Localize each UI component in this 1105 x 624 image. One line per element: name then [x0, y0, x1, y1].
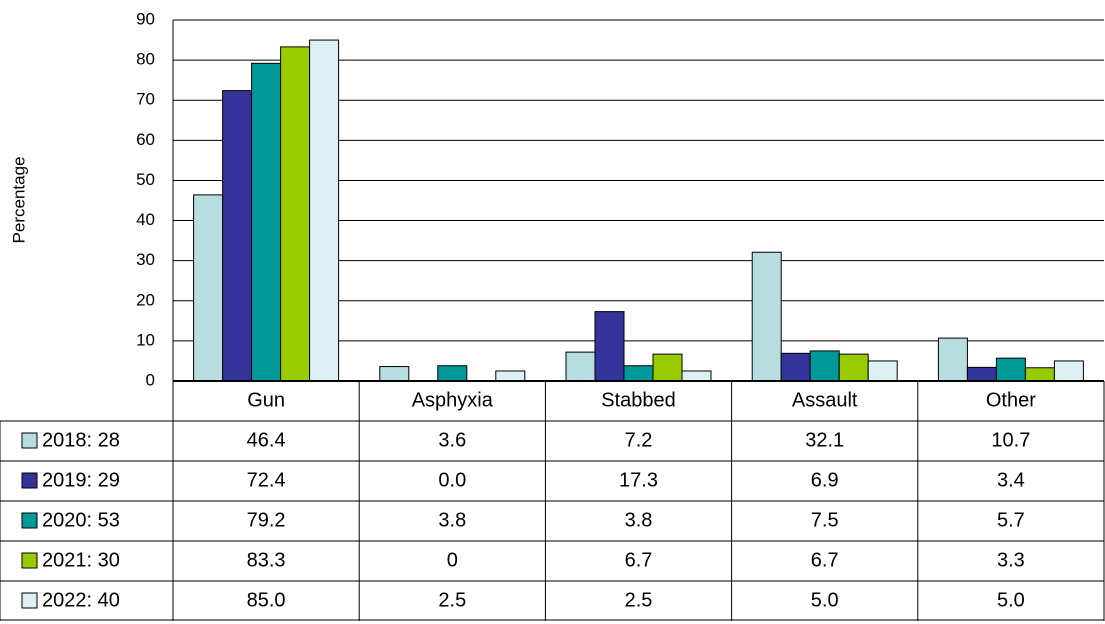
x-tick-label: Gun: [247, 389, 285, 411]
bar: [309, 39, 340, 382]
table-cell: 6.7: [811, 549, 839, 571]
table-cell: 5.0: [811, 589, 839, 611]
table-cell: 32.1: [805, 429, 844, 451]
legend-swatch: [21, 512, 38, 529]
bar: [966, 366, 997, 382]
bar: [1053, 360, 1084, 382]
y-tick-label: 50: [136, 170, 155, 189]
bar: [594, 311, 625, 382]
table-cell: 6.7: [625, 549, 653, 571]
y-tick-label: 20: [136, 290, 155, 309]
table-cell: 3.8: [438, 509, 466, 531]
table-cell: 5.7: [997, 509, 1025, 531]
bar: [565, 351, 596, 382]
y-tick-label: 30: [136, 250, 155, 269]
legend-swatch: [21, 472, 38, 489]
bar: [222, 90, 253, 382]
legend-label: 2021: 30: [42, 549, 120, 571]
table-cell: 0.0: [438, 469, 466, 491]
table-cell: 17.3: [619, 469, 658, 491]
x-tick-label: Assault: [792, 389, 858, 411]
x-tick-label: Stabbed: [601, 389, 676, 411]
table-cell: 5.0: [997, 589, 1025, 611]
table-cell: 2.5: [438, 589, 466, 611]
bar: [995, 357, 1026, 382]
y-tick-label: 40: [136, 210, 155, 229]
bar: [623, 365, 654, 382]
y-tick-label: 60: [136, 130, 155, 149]
legend-label: 2022: 40: [42, 589, 120, 611]
bar: [780, 352, 811, 382]
table-cell: 0: [447, 549, 458, 571]
y-tick-label: 80: [136, 50, 155, 69]
bar: [809, 350, 840, 382]
bar: [937, 337, 968, 382]
table-cell: 83.3: [247, 549, 286, 571]
bar: [867, 360, 898, 382]
table-cell: 85.0: [247, 589, 286, 611]
legend-swatch: [21, 552, 38, 569]
table-cell: 7.5: [811, 509, 839, 531]
table-cell: 7.2: [625, 429, 653, 451]
table-cell: 79.2: [247, 509, 286, 531]
legend-label: 2018: 28: [42, 429, 120, 451]
legend-swatch: [21, 432, 38, 449]
y-tick-label: 10: [136, 330, 155, 349]
table-cell: 3.6: [438, 429, 466, 451]
legend-label: 2020: 53: [42, 509, 120, 531]
bar: [379, 366, 410, 382]
bar: [437, 365, 468, 382]
table-cell: 10.7: [991, 429, 1030, 451]
bar: [751, 251, 782, 382]
bar: [251, 62, 282, 382]
y-axis-label: Percentage: [9, 157, 28, 244]
table-cell: 2.5: [625, 589, 653, 611]
bar: [495, 370, 526, 382]
table-cell: 3.4: [997, 469, 1025, 491]
bar: [1024, 367, 1055, 382]
table-cell: 3.3: [997, 549, 1025, 571]
table-cell: 46.4: [247, 429, 286, 451]
table-cell: 6.9: [811, 469, 839, 491]
bar: [280, 46, 311, 382]
x-tick-label: Asphyxia: [412, 389, 494, 411]
bar: [652, 353, 683, 382]
bar: [681, 370, 712, 382]
bar: [193, 194, 224, 382]
table-cell: 3.8: [625, 509, 653, 531]
table-cell: 72.4: [247, 469, 286, 491]
y-tick-label: 90: [136, 9, 155, 28]
y-tick-label: 70: [136, 90, 155, 109]
y-tick-label: 0: [146, 370, 155, 389]
legend-swatch: [21, 592, 38, 609]
bar: [838, 353, 869, 382]
legend-label: 2019: 29: [42, 469, 120, 491]
x-tick-label: Other: [986, 389, 1036, 411]
